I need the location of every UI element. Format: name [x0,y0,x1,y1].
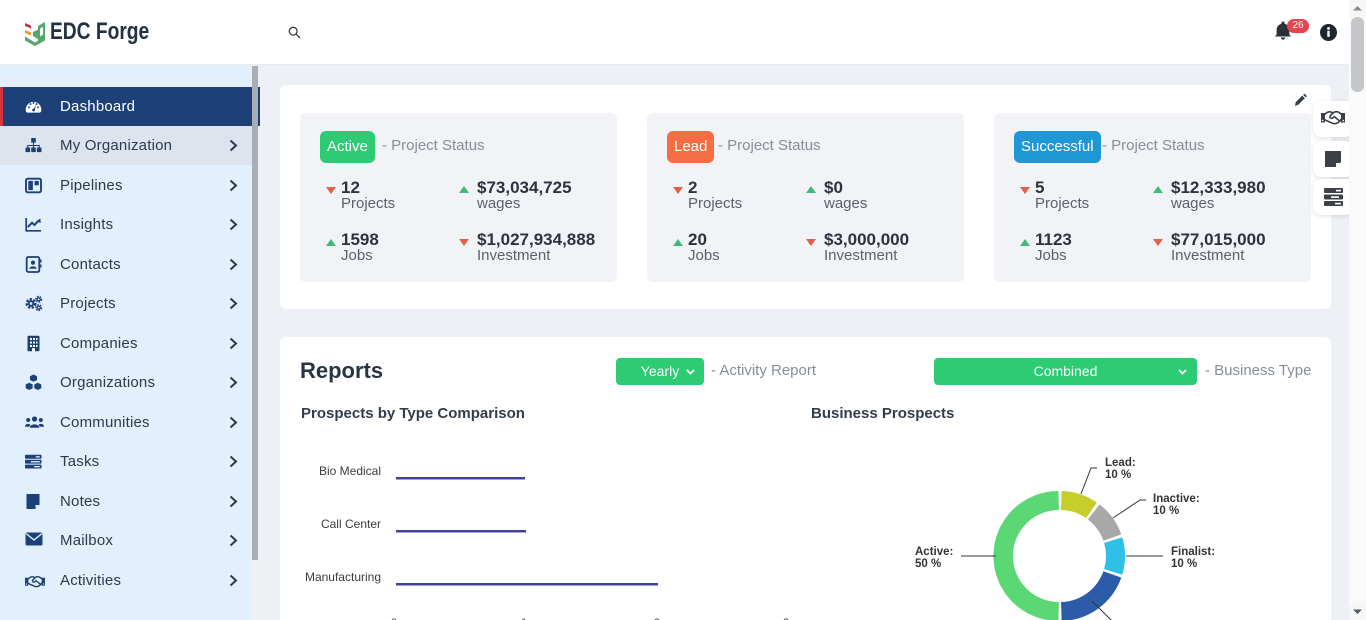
svg-text:0: 0 [391,617,397,620]
svg-text:Call Center: Call Center [321,517,381,531]
svg-text:3: 3 [783,617,789,620]
svg-text:10 %: 10 % [1105,469,1131,481]
svg-text:10 %: 10 % [1153,505,1179,517]
svg-text:1: 1 [521,617,527,620]
svg-text:50 %: 50 % [915,558,941,570]
svg-text:2: 2 [654,617,660,620]
svg-text:Manufacturing: Manufacturing [305,570,381,584]
svg-text:Lead:: Lead: [1105,457,1136,469]
svg-text:10 %: 10 % [1171,558,1197,570]
svg-text:Active:: Active: [915,546,953,558]
svg-text:Inactive:: Inactive: [1153,493,1200,505]
svg-text:Bio Medical: Bio Medical [319,464,381,478]
svg-text:Finalist:: Finalist: [1171,546,1215,558]
